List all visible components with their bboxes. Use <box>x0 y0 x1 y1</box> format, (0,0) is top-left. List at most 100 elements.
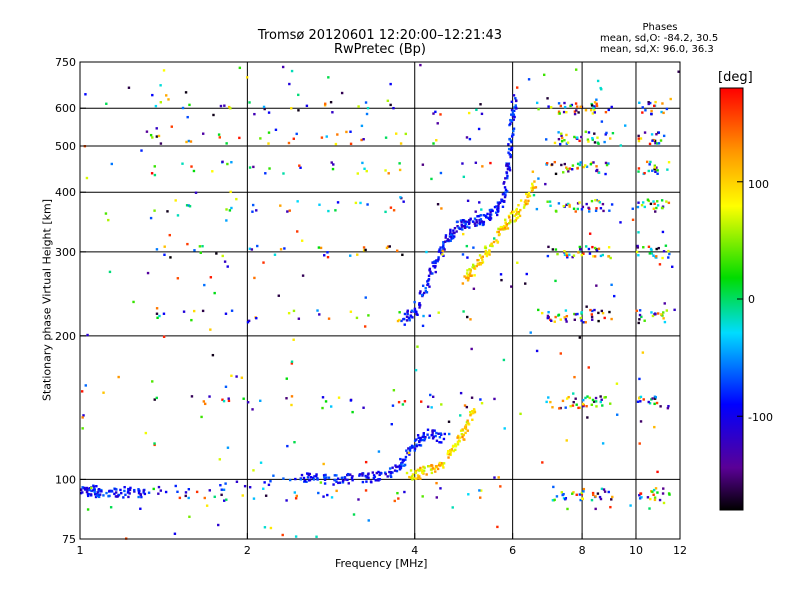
data-point <box>243 484 247 488</box>
data-point <box>402 459 406 462</box>
data-point <box>426 282 430 286</box>
data-point <box>86 508 90 511</box>
data-point <box>508 138 511 141</box>
data-point <box>660 313 663 316</box>
data-point <box>372 474 376 477</box>
data-point <box>364 296 367 299</box>
data-point <box>519 208 522 212</box>
data-point <box>323 476 326 479</box>
y-tick-label: 600 <box>55 102 76 115</box>
data-point <box>641 201 645 204</box>
data-point <box>533 186 536 189</box>
data-point <box>155 307 159 310</box>
data-point <box>208 489 211 492</box>
chart-subtitle: RwPretec (Bp) <box>333 42 427 57</box>
data-point <box>653 104 656 108</box>
data-point <box>449 235 453 238</box>
data-point <box>333 474 337 477</box>
data-point <box>472 287 476 290</box>
data-point <box>509 118 512 122</box>
data-point <box>405 471 409 475</box>
data-point <box>657 246 660 250</box>
data-point <box>80 390 84 393</box>
data-point <box>318 313 321 316</box>
data-point <box>515 211 519 214</box>
data-point <box>527 199 530 203</box>
data-point <box>563 105 567 109</box>
data-point <box>424 287 427 290</box>
data-point <box>579 316 583 320</box>
data-point <box>295 132 298 136</box>
data-point <box>114 495 118 498</box>
data-point <box>643 205 646 209</box>
data-point <box>186 242 189 246</box>
data-point <box>528 194 532 198</box>
data-point <box>462 175 466 179</box>
data-point <box>217 523 220 527</box>
data-point <box>647 169 650 173</box>
data-point <box>435 139 438 142</box>
data-point <box>431 437 435 440</box>
data-point <box>95 494 99 498</box>
data-point <box>652 254 655 257</box>
data-point <box>512 129 515 133</box>
data-point <box>579 498 582 502</box>
data-point <box>367 519 370 522</box>
data-point <box>378 478 382 481</box>
data-point <box>285 377 288 380</box>
data-point <box>120 491 123 495</box>
data-point <box>163 245 166 248</box>
data-point <box>389 475 393 479</box>
data-point <box>654 210 657 213</box>
data-point <box>123 485 126 489</box>
data-point <box>187 496 190 500</box>
data-point <box>591 318 594 321</box>
data-point <box>524 199 527 202</box>
data-point <box>325 135 328 138</box>
data-point <box>664 244 668 247</box>
data-point <box>574 102 578 105</box>
data-point <box>364 460 368 464</box>
data-point <box>467 222 471 226</box>
data-point <box>400 319 403 323</box>
data-point <box>576 207 579 211</box>
data-point <box>458 227 461 230</box>
data-point <box>469 270 472 273</box>
data-point <box>594 209 598 213</box>
data-point <box>565 203 568 207</box>
data-point <box>419 436 422 440</box>
data-point <box>475 220 478 224</box>
data-point <box>399 466 403 470</box>
data-point <box>411 446 414 449</box>
data-point <box>264 172 267 175</box>
data-point <box>460 220 463 224</box>
data-point <box>601 311 605 315</box>
data-point <box>610 317 613 321</box>
data-point <box>456 443 460 446</box>
data-point <box>414 469 418 473</box>
data-point <box>391 404 395 407</box>
data-point <box>655 166 658 169</box>
data-point <box>511 133 514 136</box>
data-point <box>449 450 452 453</box>
data-point <box>510 119 514 122</box>
data-point <box>133 488 136 492</box>
data-point <box>420 468 424 471</box>
data-point <box>218 136 221 139</box>
data-point <box>671 265 674 268</box>
chart-title: Tromsø 20120601 12:20:00–12:21:43 <box>257 28 503 43</box>
data-point <box>585 305 588 308</box>
data-point <box>636 205 640 209</box>
data-point <box>449 230 452 234</box>
data-point <box>151 380 154 383</box>
data-point <box>137 488 140 491</box>
data-point <box>336 133 339 136</box>
data-point <box>427 279 430 282</box>
data-point <box>595 249 599 252</box>
data-point <box>465 225 469 228</box>
data-point <box>97 495 101 499</box>
data-point <box>479 221 482 224</box>
data-point <box>654 169 657 172</box>
data-point <box>410 444 414 448</box>
